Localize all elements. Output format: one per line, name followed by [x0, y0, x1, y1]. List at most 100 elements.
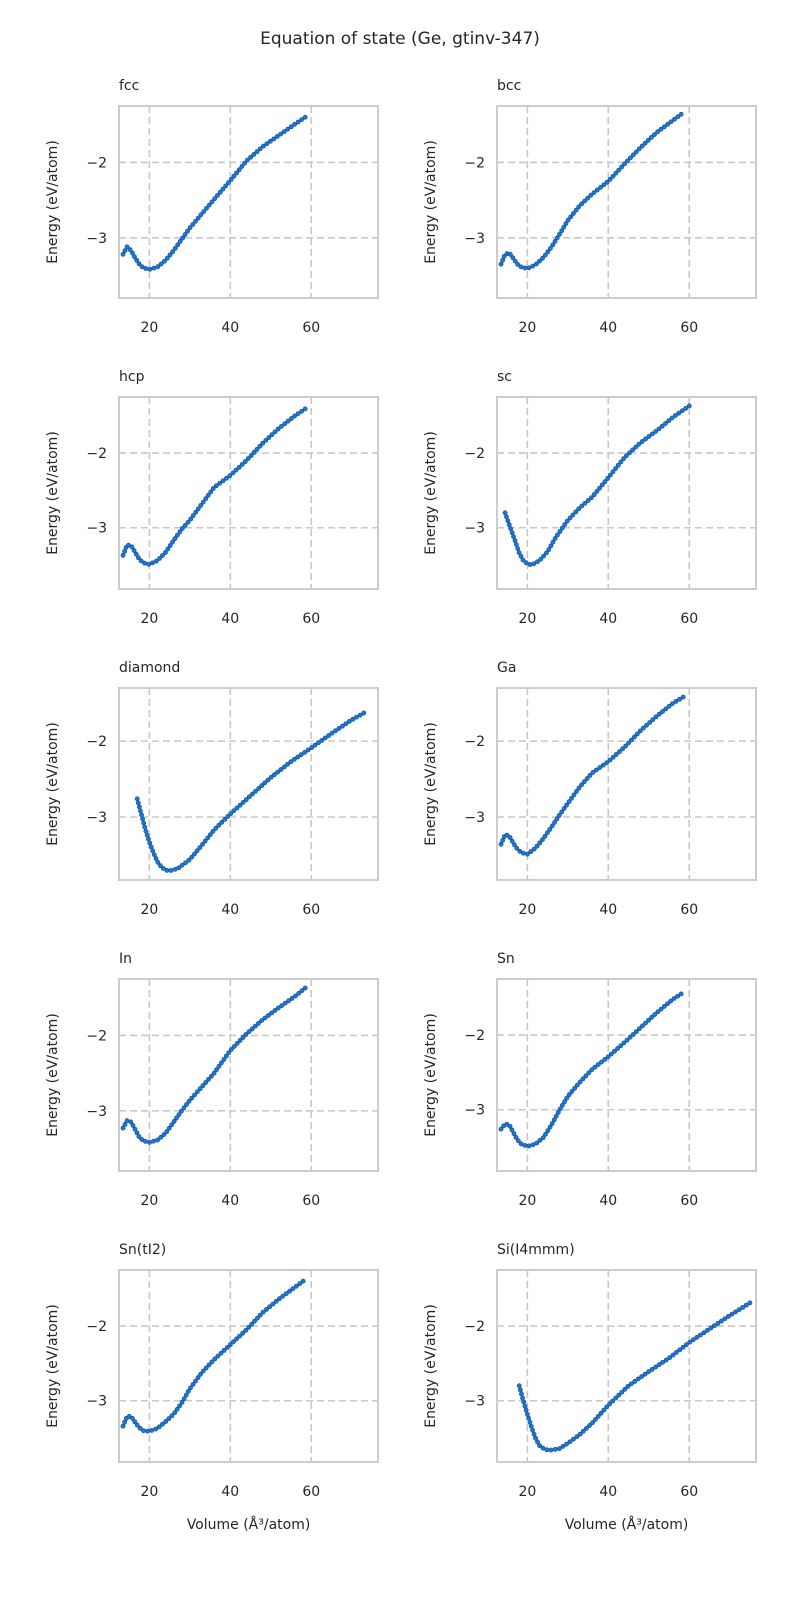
data-point: [210, 486, 216, 491]
data-point: [251, 152, 257, 157]
data-point: [670, 1352, 676, 1358]
data-point: [231, 808, 237, 814]
data-point: [549, 1121, 555, 1126]
data-point: [346, 719, 352, 724]
data-point: [262, 1015, 268, 1021]
data-point: [240, 1035, 246, 1040]
data-point: [146, 836, 151, 842]
data-point: [597, 485, 602, 491]
data-point: [203, 1080, 209, 1085]
data-point: [658, 126, 664, 132]
x-tick-label: 60: [302, 902, 320, 918]
data-point: [507, 251, 513, 257]
data-point: [672, 413, 678, 418]
data-point: [560, 1444, 566, 1449]
data-point: [526, 1415, 532, 1421]
data-point: [272, 1008, 278, 1013]
data-point: [193, 218, 198, 224]
x-tick-label: 20: [140, 902, 158, 918]
data-point: [205, 492, 211, 498]
data-point: [228, 1047, 234, 1052]
data-point: [525, 851, 530, 857]
data-point: [120, 552, 126, 558]
data-point: [127, 247, 133, 253]
data-point: [588, 192, 594, 198]
data-point: [633, 1029, 639, 1035]
data-point: [132, 254, 137, 260]
data-point: [640, 725, 646, 731]
data-point: [208, 1073, 214, 1079]
data-point: [278, 767, 284, 772]
x-tick-label: 60: [302, 1193, 320, 1209]
data-point: [169, 1122, 175, 1128]
data-point: [508, 526, 514, 532]
data-point: [277, 1296, 282, 1302]
data-point: [132, 1419, 138, 1425]
data-point: [129, 544, 135, 550]
data-point: [683, 405, 689, 411]
data-point: [613, 1395, 619, 1401]
data-point: [557, 231, 562, 237]
data-point: [271, 772, 277, 778]
data-point: [660, 709, 665, 714]
data-point: [526, 1143, 532, 1149]
data-point: [302, 406, 308, 412]
data-point: [132, 1126, 138, 1132]
data-point: [149, 1428, 155, 1433]
data-point: [678, 111, 684, 117]
data-point: [151, 1138, 156, 1144]
data-point: [588, 495, 594, 501]
data-point: [634, 731, 640, 737]
data-point: [544, 550, 549, 556]
data-point: [223, 183, 229, 189]
data-point: [552, 239, 558, 244]
data-point: [302, 114, 308, 120]
data-point: [521, 1399, 527, 1405]
figure-title: Equation of state (Ge, gtinv-347): [260, 29, 540, 49]
data-point: [350, 716, 356, 722]
eos-panel-10: Si(I4mmm) 20 40 60 −2 −3 Energy (eV/atom) Volum…: [423, 1242, 757, 1533]
data-point: [618, 459, 624, 465]
data-point: [624, 453, 629, 459]
x-tick-label: 40: [599, 1193, 617, 1209]
data-point: [531, 561, 537, 567]
data-point: [214, 1067, 219, 1073]
data-point: [226, 180, 231, 186]
data-point: [148, 844, 154, 850]
data-point: [630, 152, 636, 158]
data-point: [288, 124, 294, 130]
data-point: [329, 730, 335, 736]
data-point: [260, 440, 266, 446]
data-point: [599, 482, 605, 488]
data-point: [555, 532, 560, 538]
data-point: [504, 514, 509, 520]
data-point: [292, 413, 298, 419]
eos-panel-5: diamond 20 40 60 −2 −3 Energy (eV/atom): [45, 660, 379, 918]
data-point: [288, 416, 294, 421]
data-point: [567, 515, 573, 521]
data-point: [242, 459, 248, 464]
y-axis-label: Energy (eV/atom): [45, 431, 61, 555]
plot-frame: [496, 396, 757, 590]
data-point: [248, 154, 254, 160]
data-point: [549, 823, 555, 829]
data-point: [535, 1439, 540, 1445]
y-tick-label: −2: [86, 155, 107, 171]
data-point: [262, 780, 268, 786]
data-point: [587, 1423, 592, 1428]
data-point: [299, 988, 305, 994]
data-point: [569, 795, 574, 801]
data-point: [594, 488, 600, 494]
data-point: [243, 797, 249, 803]
data-point: [188, 1385, 193, 1391]
data-point: [279, 423, 284, 429]
data-point: [635, 1376, 641, 1382]
data-point: [504, 832, 510, 838]
data-point: [222, 817, 228, 822]
data-point: [179, 1400, 185, 1405]
y-tick-label: −2: [464, 1028, 485, 1044]
data-point: [592, 1417, 598, 1422]
data-point: [146, 561, 152, 567]
data-point: [153, 856, 159, 861]
data-point: [649, 1015, 655, 1020]
